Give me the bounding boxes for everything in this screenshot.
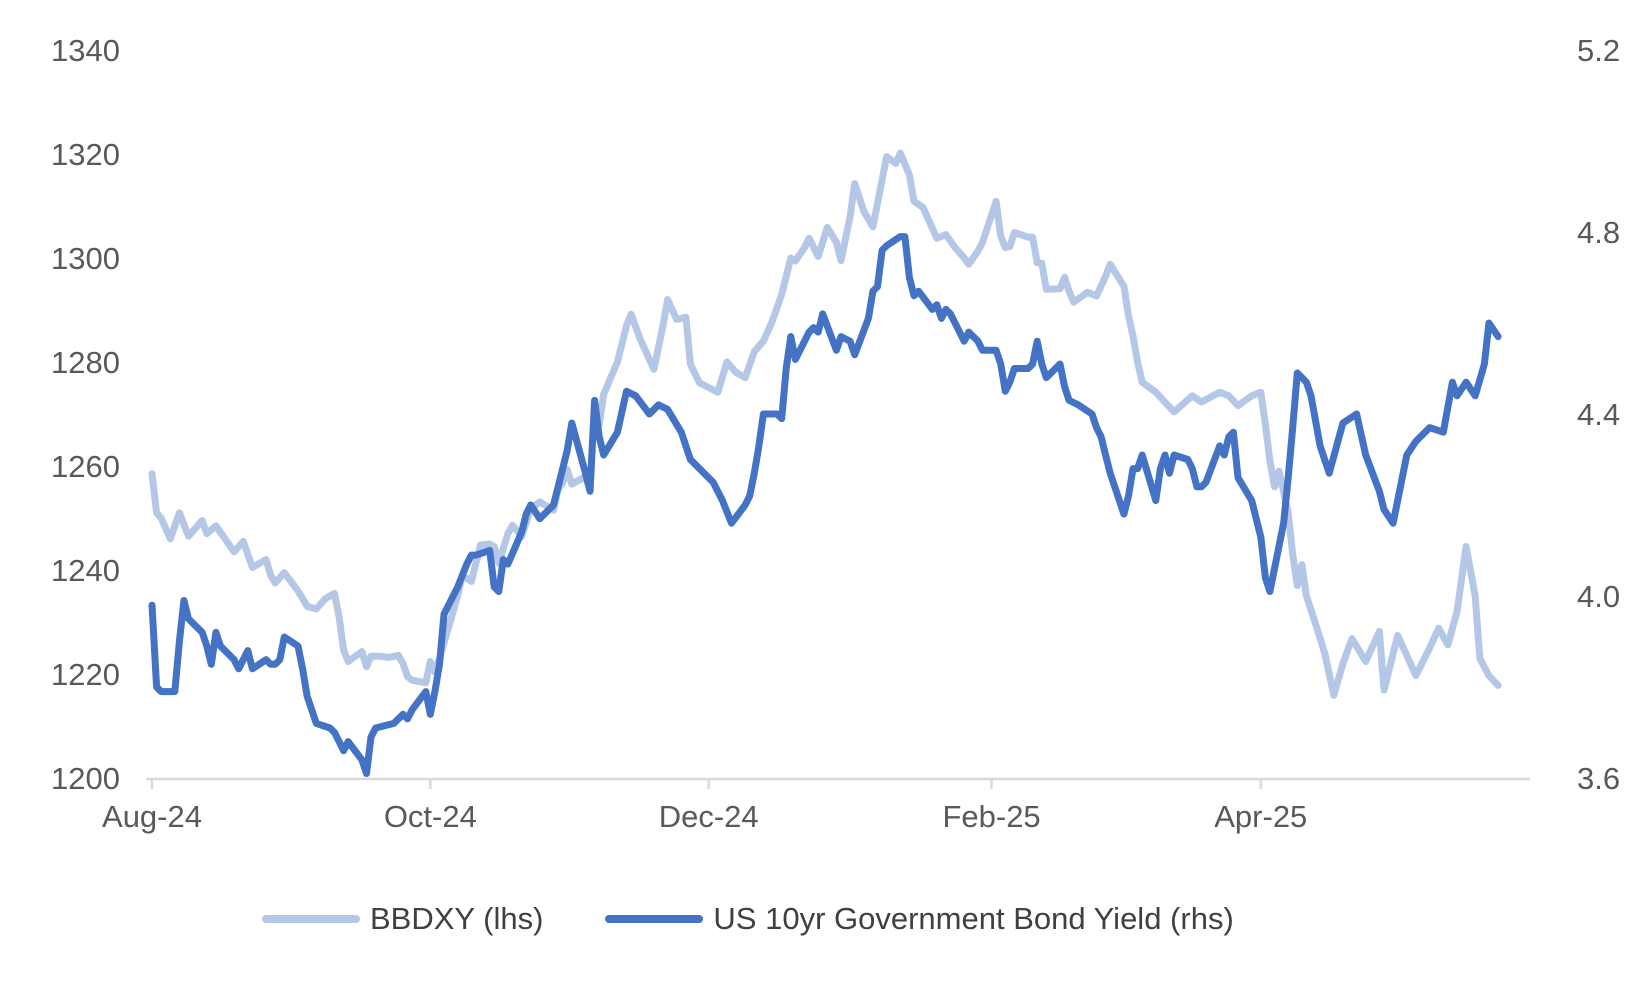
us10yr-legend-label: US 10yr Government Bond Yield (rhs) [713,901,1234,936]
y-axis-left-tick-label: 1220 [51,657,120,692]
y-axis-left-tick-label: 1320 [51,137,120,172]
bbdxy-legend-label: BBDXY (lhs) [370,901,544,936]
x-axis-tick-label: Feb-25 [942,799,1040,834]
legend-item-us10yr: US 10yr Government Bond Yield (rhs) [605,901,1234,937]
y-axis-left-tick-label: 1300 [51,241,120,276]
us10yr-legend-swatch-icon [605,915,704,923]
bbdxy-legend-swatch-icon [262,915,360,923]
y-axis-right-tick-label: 4.4 [1577,397,1620,432]
us10yr-line [148,233,1502,777]
legend-item-bbdxy: BBDXY (lhs) [262,901,543,937]
y-axis-right-tick-label: 4.0 [1577,579,1620,614]
y-axis-left-tick-label: 1200 [51,761,120,796]
y-axis-left-tick-label: 1240 [51,553,120,588]
x-axis-tick-label: Oct-24 [384,799,477,834]
y-axis-left-tick-label: 1260 [51,449,120,484]
y-axis-left-tick-label: 1280 [51,345,120,380]
x-axis-tick-label: Dec-24 [659,799,759,834]
y-axis-right-tick-label: 5.2 [1577,33,1620,68]
x-axis-tick-label: Aug-24 [102,799,202,834]
chart-legend: BBDXY (lhs) US 10yr Government Bond Yiel… [262,901,1234,937]
bbdxy-line [148,149,1502,699]
x-axis-tick-label: Apr-25 [1214,799,1307,834]
y-axis-left-tick-label: 1340 [51,33,120,68]
y-axis-right-tick-label: 4.8 [1577,215,1620,250]
y-axis-right-tick-label: 3.6 [1577,761,1620,796]
